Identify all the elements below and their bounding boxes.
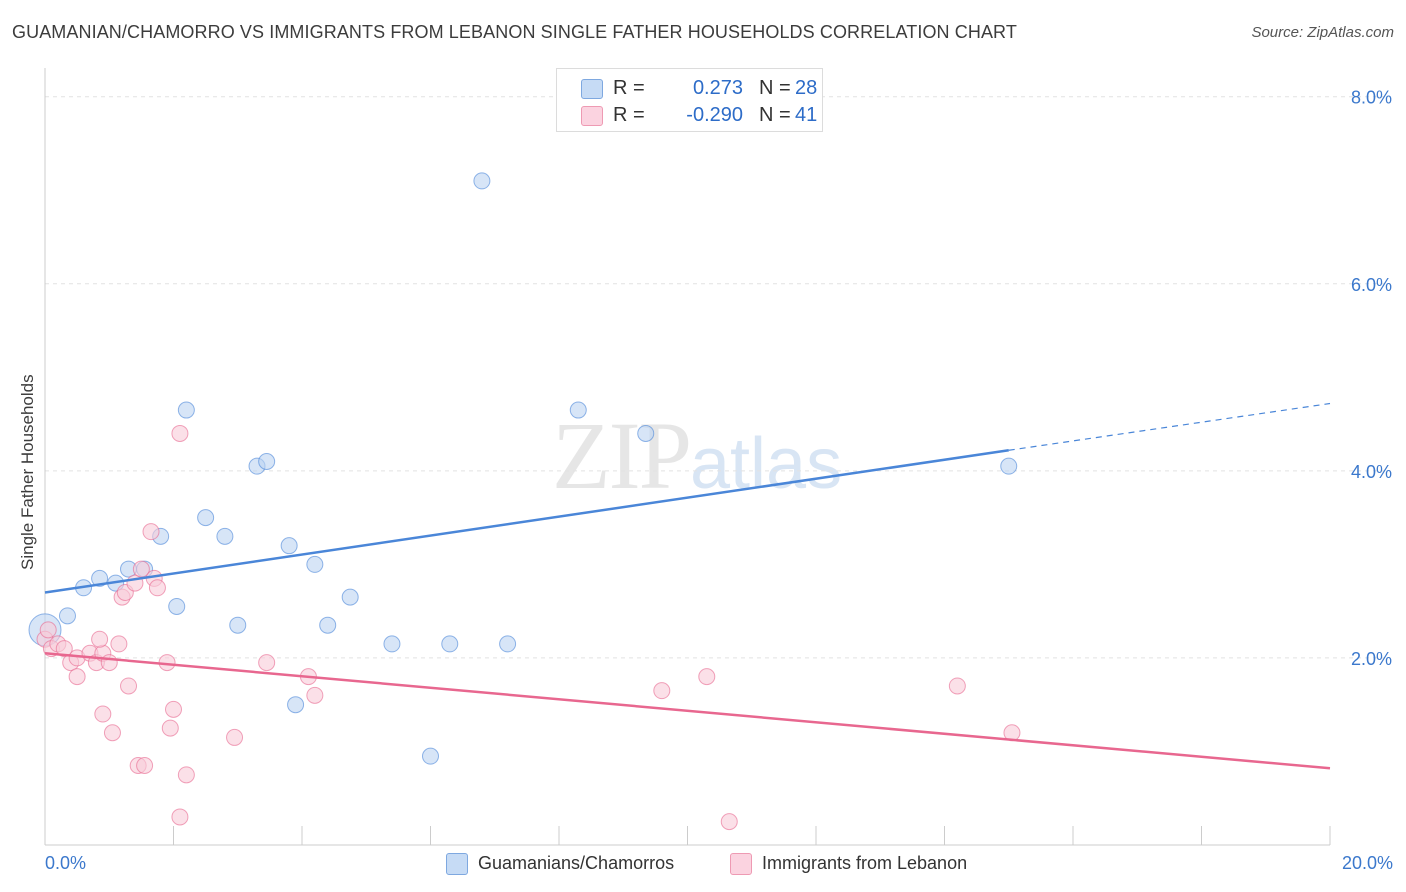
y-tick-label: 4.0% [1351,462,1392,482]
point-guamanian [569,401,587,419]
legend-swatch-lebanon [581,106,603,126]
x-tick-label: 0.0% [45,853,86,873]
point-guamanian [306,555,324,573]
trend-extension-guamanian [1008,402,1331,451]
point-guamanian [91,569,109,587]
point-guamanian [499,635,517,653]
y-axis-label: Single Father Households [18,374,37,570]
source-label: Source: ZipAtlas.com [1251,24,1394,41]
point-lebanon [136,756,154,774]
point-guamanian [441,635,459,653]
point-lebanon [720,813,738,831]
y-tick-label: 6.0% [1351,275,1392,295]
legend-n-label: N = [759,77,791,99]
point-guamanian [216,527,234,545]
point-lebanon [110,635,128,653]
point-lebanon [39,621,57,639]
point-lebanon [94,705,112,723]
chart-title: GUAMANIAN/CHAMORRO VS IMMIGRANTS FROM LE… [12,22,1017,42]
point-guamanian [229,616,247,634]
point-lebanon [306,686,324,704]
bottom-legend-swatch-guamanians [446,853,468,875]
point-guamanian [341,588,359,606]
y-tick-label: 8.0% [1351,88,1392,108]
point-guamanian [168,597,186,615]
point-lebanon [226,728,244,746]
watermark-zip: ZIP [552,402,692,509]
point-guamanian [197,509,215,527]
bottom-legend-swatch-lebanon [730,853,752,875]
point-lebanon [171,424,189,442]
bottom-legend-label-guamanians: Guamanians/Chamorros [478,853,675,873]
point-guamanian [280,537,298,555]
point-guamanian [422,747,439,765]
point-guamanian [287,696,305,714]
watermark: ZIPatlas [552,400,842,511]
legend-n-value: 41 [795,104,818,126]
point-guamanian [58,607,76,625]
point-lebanon [258,654,276,672]
legend-n-label: N = [759,104,791,126]
point-lebanon [698,668,716,686]
point-lebanon [68,668,86,686]
trend-line-guamanian [44,449,1009,594]
point-lebanon [161,719,179,737]
point-guamanian [1000,457,1018,475]
point-lebanon [103,724,121,742]
point-guamanian [177,401,195,419]
point-guamanian [383,635,401,653]
legend-r-value: -0.290 [686,104,743,126]
y-tick-label: 2.0% [1351,649,1392,669]
point-lebanon [165,700,182,718]
point-lebanon [142,523,160,541]
point-lebanon [177,766,195,784]
point-lebanon [55,640,73,658]
point-guamanian [258,453,276,470]
point-lebanon [171,808,189,826]
x-tick-label: 20.0% [1342,853,1393,873]
legend-r-label: R = [613,104,645,126]
point-lebanon [148,579,166,597]
point-guamanian [637,424,655,442]
correlation-legend: R = 0.273 N = 28 R = -0.290 N = 41 [556,68,823,132]
point-lebanon [91,630,109,648]
legend-r-value: 0.273 [692,77,743,99]
point-guamanian [473,172,491,190]
point-lebanon [653,682,671,700]
legend-n-value: 28 [795,77,818,99]
point-lebanon [100,654,118,672]
legend-r-label: R = [613,77,645,99]
point-guamanian [319,616,337,634]
watermark-atlas: atlas [690,424,843,504]
trend-line-lebanon [44,652,1331,770]
legend-swatch-guamanians [581,79,603,99]
point-lebanon [120,677,138,695]
bottom-legend-label-lebanon: Immigrants from Lebanon [762,853,968,873]
point-lebanon [948,677,966,695]
